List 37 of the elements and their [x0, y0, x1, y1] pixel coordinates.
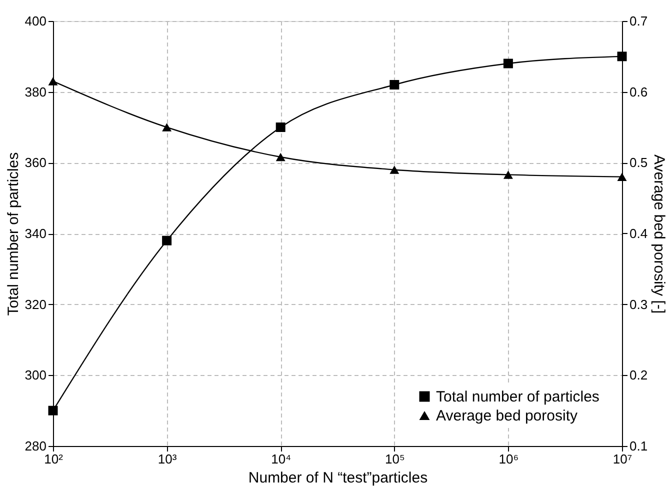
- y-tick-label: 380: [24, 84, 46, 100]
- y2-tick-label: 0.6: [630, 84, 648, 100]
- y2-tick-label: 0.7: [630, 14, 648, 28]
- legend-label: Average bed porosity: [436, 408, 578, 424]
- y-tick-label: 320: [24, 296, 46, 312]
- point: [503, 58, 513, 68]
- point: [503, 170, 513, 179]
- x-axis-title: Number of N “test”particles: [248, 470, 428, 486]
- legend-label: Total number of particles: [436, 388, 600, 406]
- point: [390, 80, 400, 90]
- point: [48, 77, 58, 86]
- y2-tick-label: 0.5: [630, 155, 648, 170]
- y2-axis-title: Average bed porosity [-]: [650, 154, 668, 314]
- x-tick-label: 10²: [44, 452, 64, 466]
- y-tick-label: 360: [24, 155, 46, 170]
- x-tick-label: 10³: [158, 452, 178, 466]
- y-tick-label: 340: [24, 226, 46, 241]
- y-tick-label: 280: [24, 438, 46, 454]
- x-tick-label: 10⁷: [612, 452, 632, 466]
- y2-tick-label: 0.4: [630, 226, 648, 241]
- y2-tick-label: 0.1: [630, 438, 648, 454]
- y2-tick-label: 0.2: [630, 368, 648, 383]
- y-tick-label: 300: [24, 368, 46, 383]
- y-tick-label: 400: [24, 14, 46, 28]
- point: [617, 52, 627, 62]
- point: [162, 236, 172, 246]
- point: [276, 152, 286, 162]
- point: [162, 123, 172, 132]
- x-tick-label: 10⁵: [384, 452, 405, 466]
- point: [617, 172, 627, 181]
- x-tick-label: 10⁴: [271, 452, 292, 466]
- point: [390, 166, 400, 174]
- y2-tick-label: 0.3: [630, 296, 648, 312]
- y-axis-title: Total number of particles: [4, 152, 22, 316]
- point: [276, 122, 286, 132]
- x-tick-label: 10⁶: [498, 452, 519, 466]
- point: [48, 406, 58, 416]
